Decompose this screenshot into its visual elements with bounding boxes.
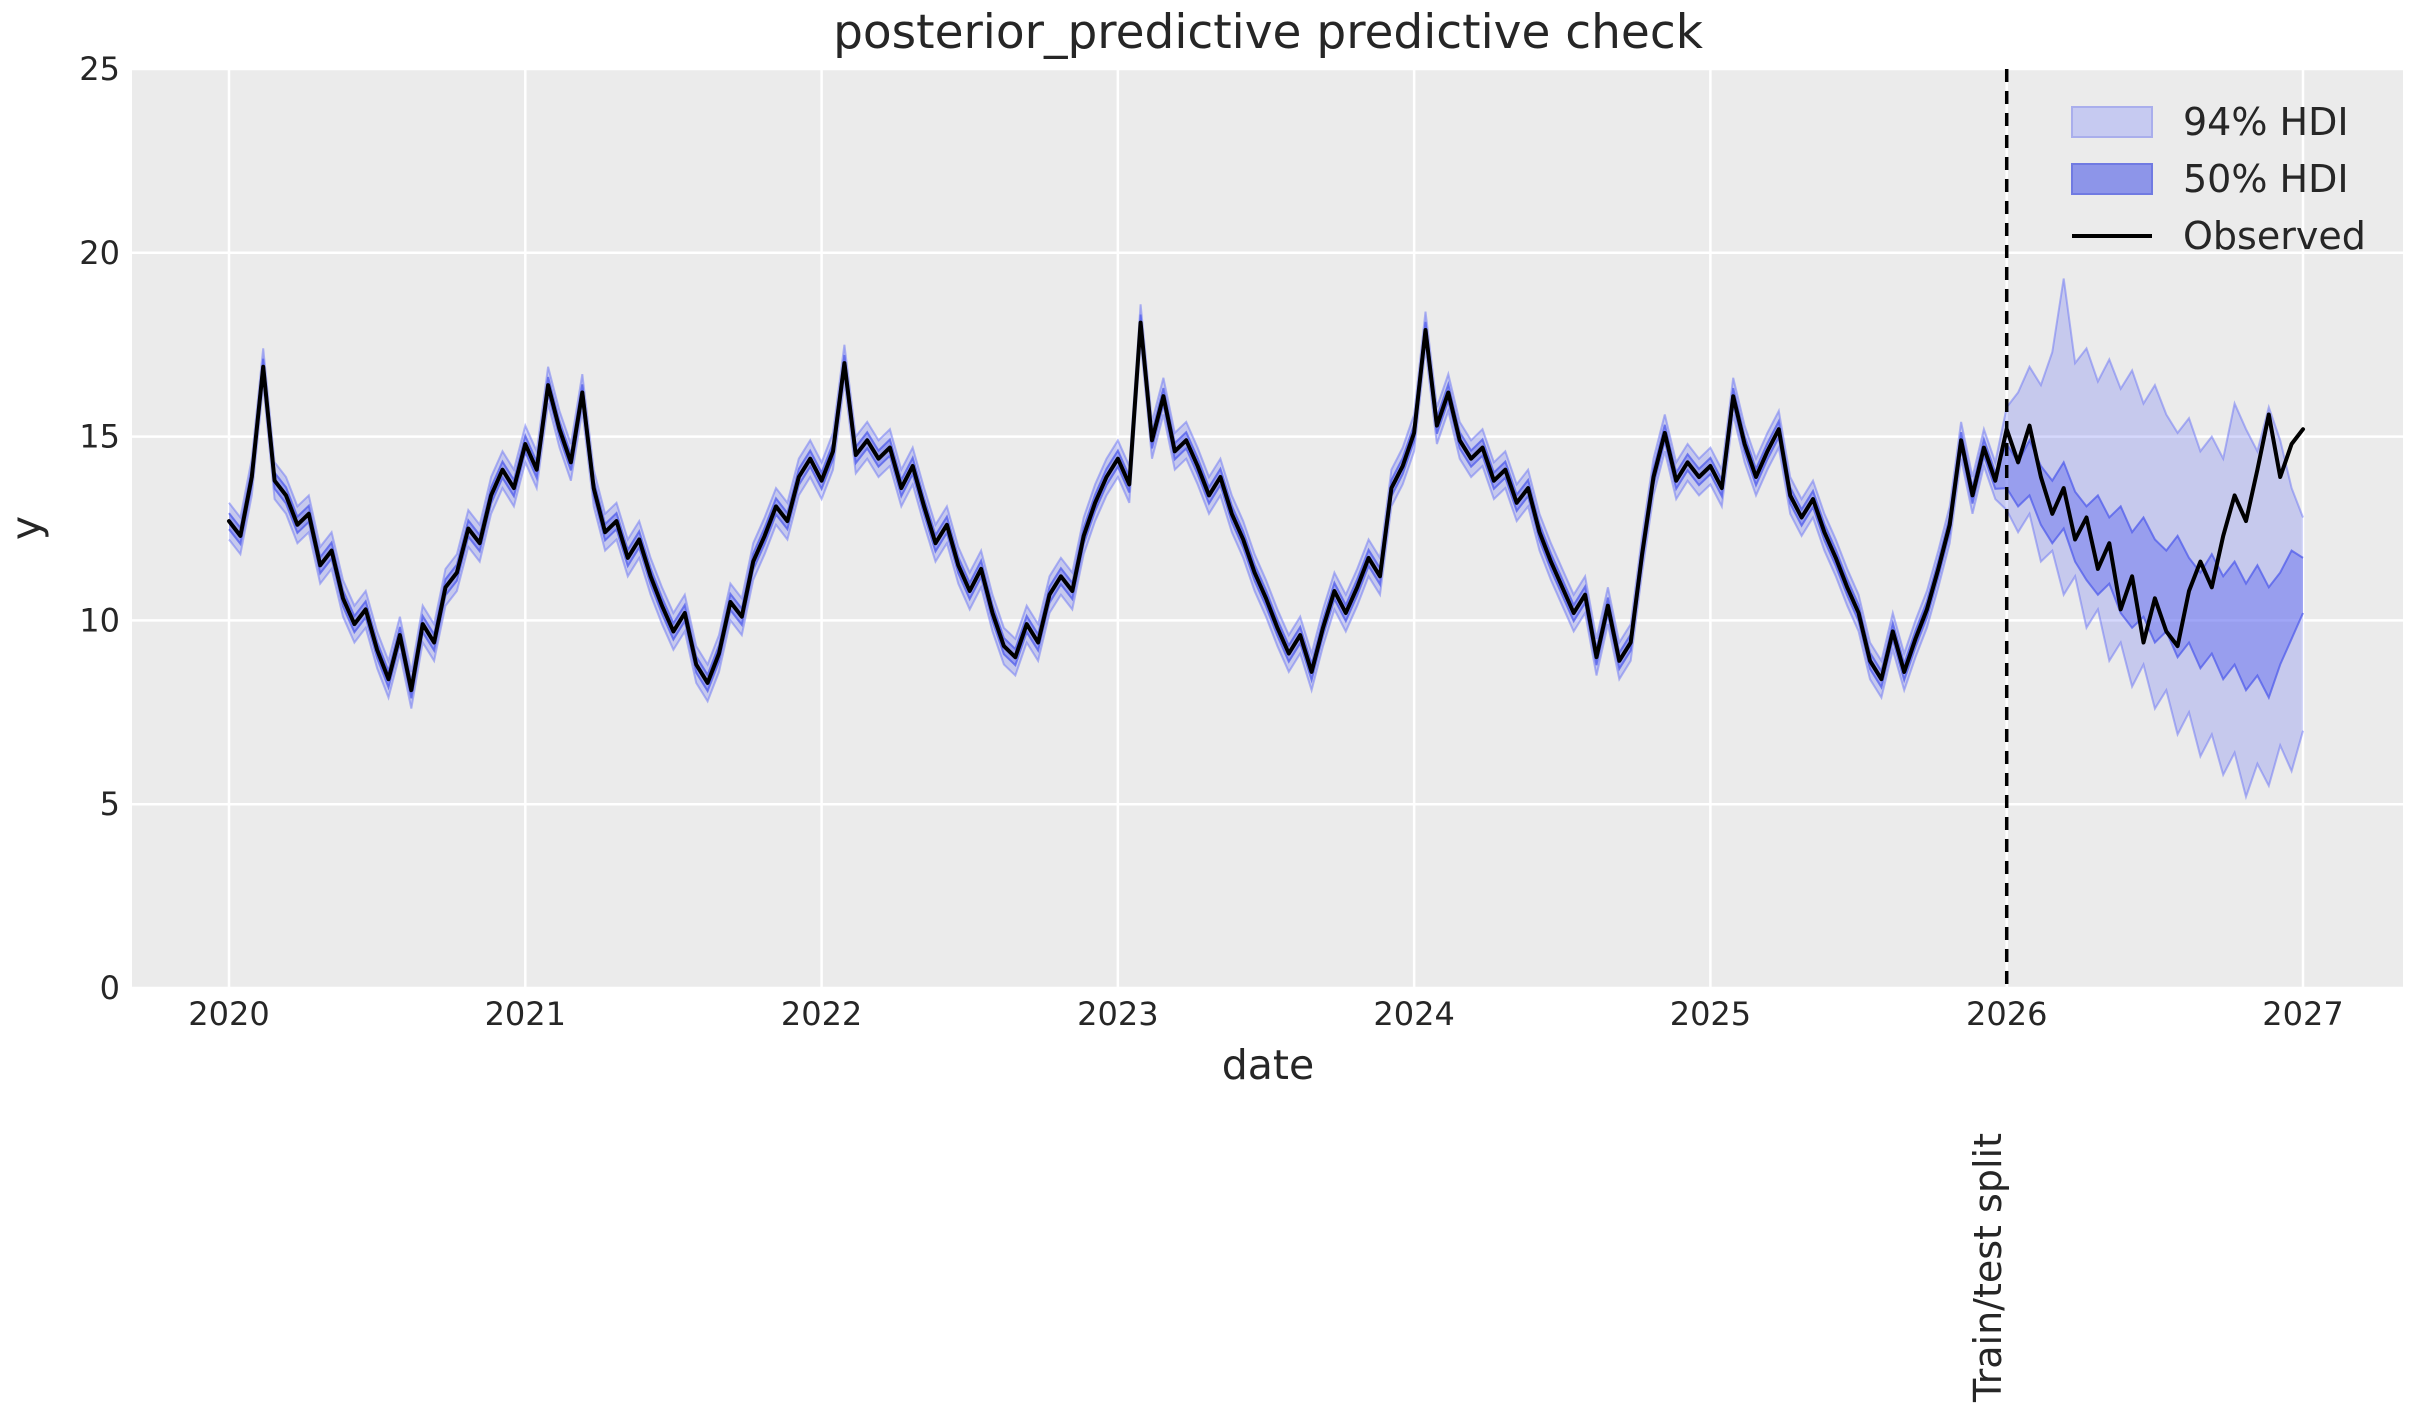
y-tick-label: 15	[79, 418, 120, 456]
y-tick-label: 0	[100, 969, 120, 1007]
x-tick-labels: 2020 2021 2022 2023 2024 2025 2026 2027	[188, 995, 2343, 1033]
y-tick-labels: 0 5 10 15 20 25	[79, 50, 120, 1007]
legend-94-hdi-patch	[2071, 106, 2153, 138]
legend-50-hdi-label: 50% HDI	[2183, 157, 2349, 201]
x-tick-label: 2020	[188, 995, 269, 1033]
y-axis-label: y	[2, 516, 50, 540]
legend-94-hdi-label: 94% HDI	[2183, 100, 2349, 144]
observed-line	[227, 320, 2305, 693]
x-tick-label: 2025	[1670, 995, 1751, 1033]
x-axis-label: date	[1222, 1041, 1314, 1089]
legend: 94% HDI 50% HDI Observed	[2071, 100, 2366, 258]
plot-area	[132, 69, 2403, 988]
x-tick-label: 2021	[485, 995, 566, 1033]
x-tick-label: 2024	[1373, 995, 1454, 1033]
chart-title: posterior_predictive predictive check	[833, 5, 1704, 60]
y-tick-label: 5	[100, 785, 120, 823]
y-tick-label: 25	[79, 50, 120, 88]
y-tick-label: 20	[79, 234, 120, 272]
x-tick-label: 2026	[1966, 995, 2047, 1033]
hdi94-upper-edge	[228, 278, 2304, 673]
x-tick-label: 2023	[1077, 995, 1158, 1033]
legend-50-hdi-patch	[2071, 163, 2153, 195]
legend-observed-label: Observed	[2183, 214, 2366, 258]
x-tick-label: 2027	[2262, 995, 2343, 1033]
hdi94-lower-edge	[228, 340, 2304, 801]
train-test-split-label: Train/test split	[1966, 1133, 2010, 1403]
y-tick-label: 10	[79, 601, 120, 639]
x-tick-label: 2022	[781, 995, 862, 1033]
